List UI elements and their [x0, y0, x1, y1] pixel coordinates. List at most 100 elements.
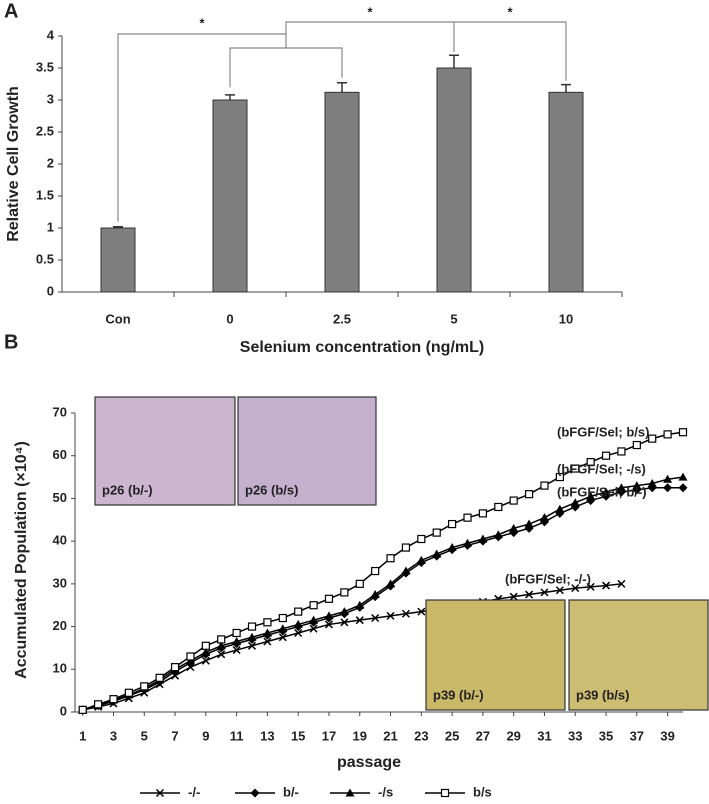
marker	[339, 607, 349, 616]
marker	[555, 472, 564, 482]
y-tick-label: 3.5	[36, 59, 54, 74]
marker	[355, 600, 365, 609]
bar	[548, 91, 584, 293]
marker	[440, 788, 450, 798]
marker	[586, 582, 595, 591]
marker	[478, 534, 488, 543]
y-tick-label: 50	[53, 490, 67, 505]
marker	[417, 534, 426, 544]
y-tick-label: 1.5	[36, 187, 54, 202]
marker	[494, 502, 503, 512]
x-tick-label: 21	[383, 728, 397, 743]
marker	[386, 554, 395, 563]
marker	[509, 496, 518, 505]
marker	[539, 513, 549, 522]
marker	[140, 682, 149, 691]
x-tick-label: 35	[599, 728, 613, 743]
x-tick-label: 3	[110, 728, 117, 743]
marker	[617, 579, 626, 588]
marker	[571, 464, 580, 473]
y-tick-label: 3	[47, 91, 54, 106]
marker	[678, 428, 688, 437]
series-line	[82, 487, 683, 711]
marker	[263, 637, 272, 646]
y-tick-label: 70	[53, 404, 67, 419]
x-tick-label: 25	[445, 728, 459, 743]
marker	[448, 519, 457, 529]
marker	[109, 695, 118, 704]
y-tick-label: 2.5	[36, 123, 54, 138]
x-tick-label: 7	[171, 728, 178, 743]
marker	[155, 673, 164, 682]
marker	[555, 508, 565, 518]
marker	[663, 430, 672, 439]
marker	[571, 584, 580, 593]
y-tick-label: 30	[53, 575, 67, 590]
significance-bracket	[454, 21, 567, 81]
marker	[170, 663, 180, 672]
marker	[601, 451, 611, 460]
x-tick-label: 9	[202, 728, 209, 743]
x-tick-label: 17	[322, 728, 336, 743]
marker	[371, 566, 380, 576]
marker	[524, 490, 534, 499]
y-axis-title: Accumulated Population (×10⁴)	[13, 441, 30, 679]
marker	[432, 549, 442, 558]
marker	[355, 579, 364, 588]
x-tick-label: 37	[630, 728, 644, 743]
bar	[100, 227, 136, 293]
y-tick-label: 0	[47, 283, 54, 298]
marker	[309, 624, 318, 633]
y-tick-label: 40	[53, 533, 67, 548]
marker	[570, 498, 580, 507]
error-bar	[561, 83, 571, 93]
x-tick-label: 33	[568, 728, 582, 743]
marker	[555, 586, 564, 595]
marker	[309, 601, 318, 610]
marker	[617, 447, 626, 456]
marker	[478, 509, 487, 518]
error-bar	[225, 94, 235, 100]
marker	[309, 615, 319, 624]
marker	[401, 609, 410, 618]
marker	[201, 647, 211, 656]
marker	[340, 588, 349, 597]
marker	[463, 513, 472, 522]
marker	[447, 543, 457, 552]
marker	[263, 618, 272, 627]
marker	[540, 481, 549, 490]
legend-label: b/s	[473, 784, 492, 799]
marker	[217, 635, 226, 644]
error-bar	[449, 54, 459, 68]
x-tick-label: 5	[450, 311, 457, 326]
error-bar	[113, 225, 123, 228]
y-tick-label: 1	[47, 219, 54, 234]
significance-marker: *	[199, 15, 205, 30]
marker	[632, 481, 642, 490]
marker	[186, 652, 195, 661]
marker	[386, 579, 396, 588]
marker	[678, 483, 688, 493]
x-tick-label: 11	[230, 728, 244, 743]
y-tick-label: 60	[53, 447, 67, 462]
marker	[647, 478, 657, 487]
panel-label: B	[4, 331, 18, 353]
marker	[293, 619, 303, 628]
marker	[78, 705, 87, 714]
series-annotation: (bFGF/Sel; -/s)	[557, 461, 646, 476]
marker	[294, 607, 303, 616]
series-line	[82, 476, 684, 711]
y-tick-label: 10	[53, 661, 67, 676]
x-tick-label: 10	[559, 311, 573, 326]
marker	[340, 618, 349, 627]
y-tick-label: 4	[47, 27, 55, 42]
marker	[278, 633, 287, 642]
significance-marker: *	[367, 4, 373, 19]
marker	[540, 588, 549, 597]
x-tick-label: 39	[660, 728, 674, 743]
x-axis-title: Selenium concentration (ng/mL)	[240, 339, 484, 356]
marker	[524, 519, 534, 528]
x-tick-label: 31	[537, 728, 551, 743]
marker	[247, 622, 257, 631]
legend-label: -/s	[378, 784, 393, 799]
